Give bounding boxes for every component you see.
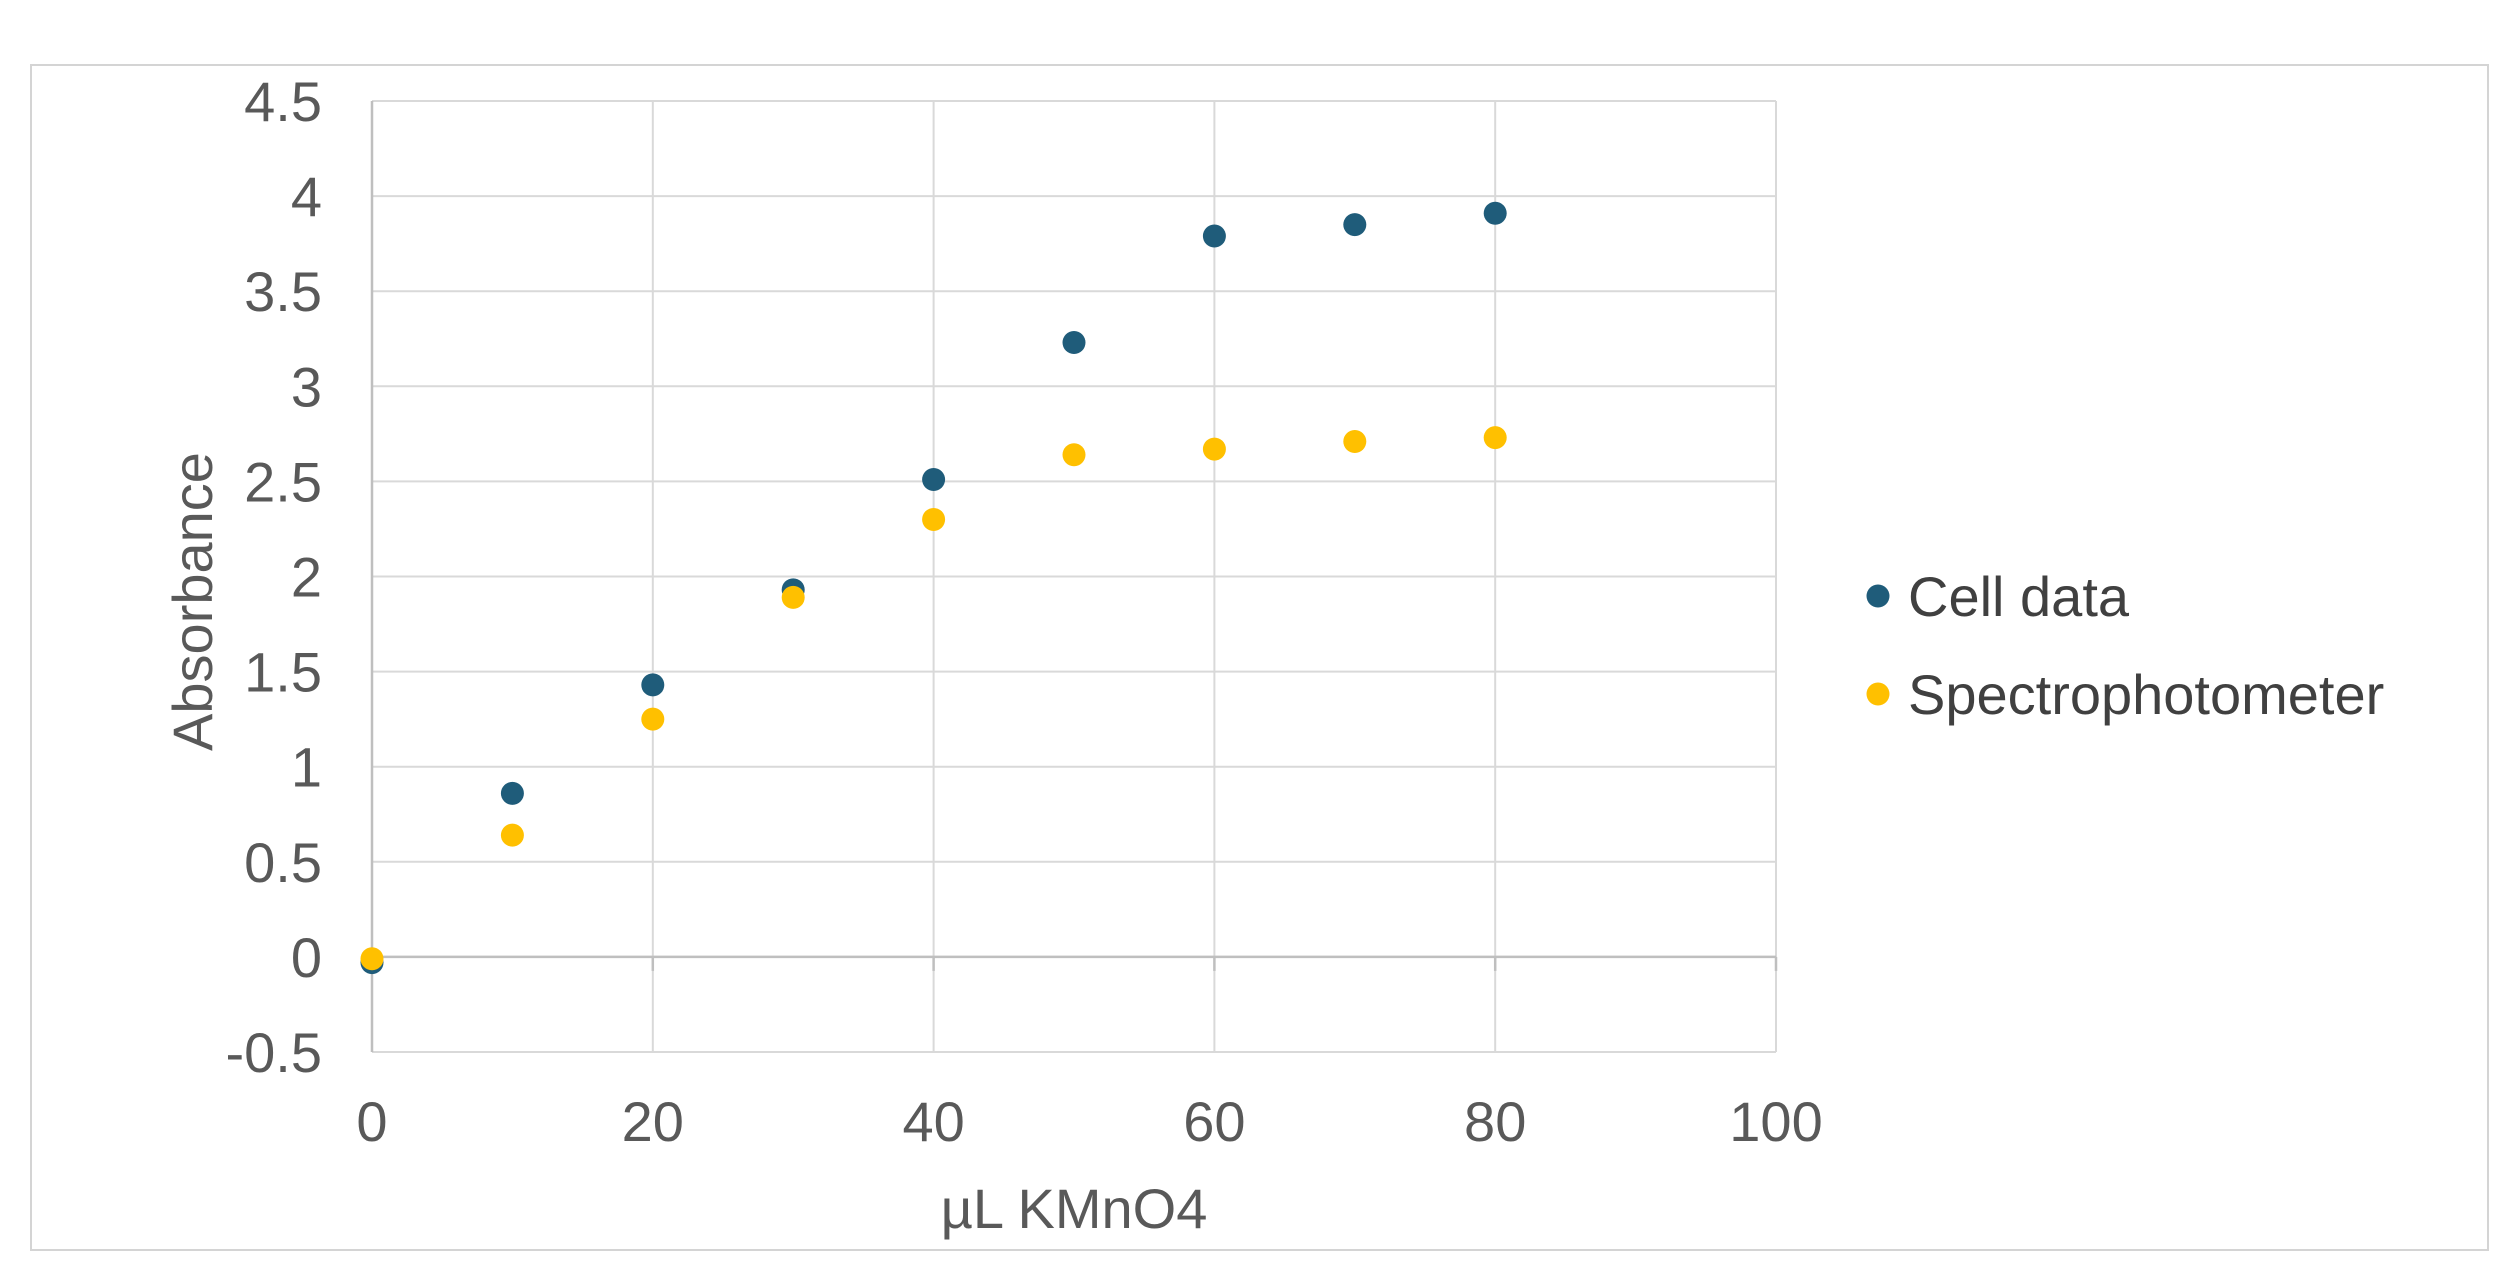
- y-tick-label: 3: [291, 355, 322, 418]
- y-tick-label: 2: [291, 546, 322, 609]
- y-tick-label: 4: [291, 165, 322, 228]
- y-tick-label: 1: [291, 736, 322, 799]
- data-point-cell-data: [641, 673, 665, 697]
- x-tick-label: 60: [1183, 1090, 1245, 1153]
- x-axis-title: µL KMnO4: [941, 1177, 1208, 1240]
- data-point-spectrophotometer: [360, 947, 384, 971]
- y-tick-label: -0.5: [226, 1021, 323, 1084]
- data-point-cell-data: [1343, 213, 1367, 237]
- data-point-spectrophotometer: [922, 507, 946, 531]
- x-tick-label: 80: [1464, 1090, 1526, 1153]
- x-tick-label: 20: [622, 1090, 684, 1153]
- y-axis-title: Absorbance: [161, 452, 224, 751]
- data-point-spectrophotometer: [1062, 443, 1086, 467]
- legend-label-spectrophotometer: Spectrophotometer: [1908, 663, 2384, 726]
- legend-label-cell-data: Cell data: [1908, 565, 2130, 628]
- data-point-spectrophotometer: [1202, 437, 1226, 461]
- data-point-cell-data: [500, 781, 524, 805]
- x-tick-label: 100: [1729, 1090, 1822, 1153]
- data-point-cell-data: [1202, 224, 1226, 248]
- tick-labels: -0.5 0 0.5 1 1.5 2 2.5 3 3.5 4 4.5 0 20 40 60 80 100: [226, 70, 1823, 1153]
- y-tick-label: 0: [291, 926, 322, 989]
- data-points: [360, 201, 1507, 975]
- data-point-spectrophotometer: [1343, 429, 1367, 453]
- y-tick-label: 3.5: [244, 260, 322, 323]
- data-point-spectrophotometer: [641, 707, 665, 731]
- data-point-spectrophotometer: [500, 823, 524, 847]
- data-point-spectrophotometer: [781, 585, 805, 609]
- y-tick-label: 0.5: [244, 831, 322, 894]
- y-tick-label: 1.5: [244, 641, 322, 704]
- data-point-cell-data: [1062, 331, 1086, 355]
- gridlines: [371, 100, 1777, 1053]
- x-tick-label: 40: [902, 1090, 964, 1153]
- y-tick-label: 2.5: [244, 450, 322, 513]
- y-tick-label: 4.5: [244, 70, 322, 133]
- scatter-chart: -0.5 0 0.5 1 1.5 2 2.5 3 3.5 4 4.5 0 20 40 60 80 100 µL …: [161, 70, 2384, 1240]
- legend-marker-spectrophotometer: [1866, 682, 1890, 706]
- data-point-cell-data: [922, 467, 946, 491]
- chart-frame: -0.5 0 0.5 1 1.5 2 2.5 3 3.5 4 4.5 0 20 40 60 80 100 µL …: [30, 64, 2489, 1251]
- legend-marker-cell-data: [1866, 584, 1890, 608]
- x-tick-label: 0: [356, 1090, 387, 1153]
- data-point-cell-data: [1483, 201, 1507, 225]
- legend: Cell data Spectrophotometer: [1866, 565, 2384, 726]
- axes: [370, 101, 1778, 1052]
- data-point-spectrophotometer: [1483, 426, 1507, 450]
